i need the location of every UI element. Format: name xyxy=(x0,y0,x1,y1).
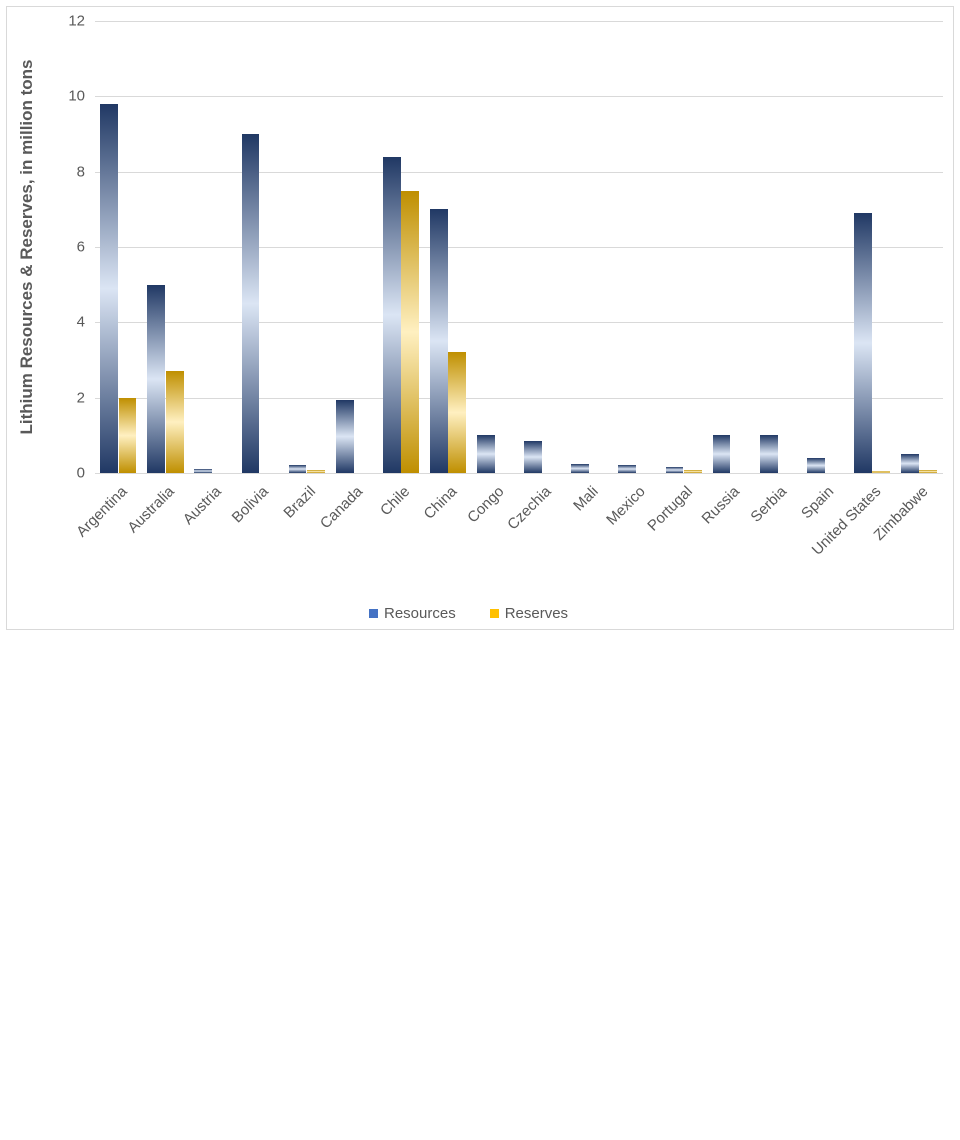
grid-line xyxy=(95,247,943,248)
bar-resources-czechia xyxy=(524,441,542,473)
bar-reserves-brazil xyxy=(307,470,325,473)
bar-resources-united-states xyxy=(854,213,872,473)
y-tick-label: 0 xyxy=(55,465,85,482)
grid-line xyxy=(95,322,943,323)
bar-resources-bolivia xyxy=(242,134,260,473)
bar-reserves-zimbabwe xyxy=(919,470,937,473)
bar-resources-argentina xyxy=(100,104,118,473)
grid-line xyxy=(95,398,943,399)
legend-swatch-reserves xyxy=(490,609,499,618)
x-tick-label: Brazil xyxy=(95,483,319,707)
bar-resources-congo xyxy=(477,435,495,473)
bar-resources-mexico xyxy=(618,465,636,473)
bar-reserves-chile xyxy=(401,191,419,474)
grid-line xyxy=(95,172,943,173)
grid-line xyxy=(95,473,943,474)
bar-reserves-united-states xyxy=(872,471,890,473)
chart-frame: Lithium Resources & Reserves, in million… xyxy=(6,6,954,630)
y-tick-label: 6 xyxy=(55,239,85,256)
bar-resources-portugal xyxy=(666,467,684,473)
x-tick-label: Congo xyxy=(150,483,507,840)
grid-line xyxy=(95,21,943,22)
bar-resources-chile xyxy=(383,157,401,473)
bar-reserves-portugal xyxy=(684,470,702,473)
grid-line xyxy=(95,96,943,97)
bar-resources-brazil xyxy=(289,465,307,473)
bar-resources-mali xyxy=(571,464,589,473)
bar-resources-russia xyxy=(713,435,731,473)
bar-resources-spain xyxy=(807,458,825,473)
y-tick-label: 10 xyxy=(55,88,85,105)
x-tick-label: Argentina xyxy=(40,483,131,574)
y-tick-label: 8 xyxy=(55,163,85,180)
bar-resources-zimbabwe xyxy=(901,454,919,473)
bar-reserves-argentina xyxy=(119,398,137,473)
y-axis-title: Lithium Resources & Reserves, in million… xyxy=(17,59,37,434)
bar-reserves-australia xyxy=(166,371,184,473)
bar-resources-serbia xyxy=(760,435,778,473)
y-tick-label: 12 xyxy=(55,13,85,30)
y-tick-label: 2 xyxy=(55,389,85,406)
bar-reserves-china xyxy=(448,352,466,473)
plot-area xyxy=(95,21,943,473)
y-tick-label: 4 xyxy=(55,314,85,331)
bar-resources-canada xyxy=(336,400,354,473)
bar-resources-china xyxy=(430,209,448,473)
bar-resources-australia xyxy=(147,285,165,473)
bar-resources-austria xyxy=(194,469,212,473)
